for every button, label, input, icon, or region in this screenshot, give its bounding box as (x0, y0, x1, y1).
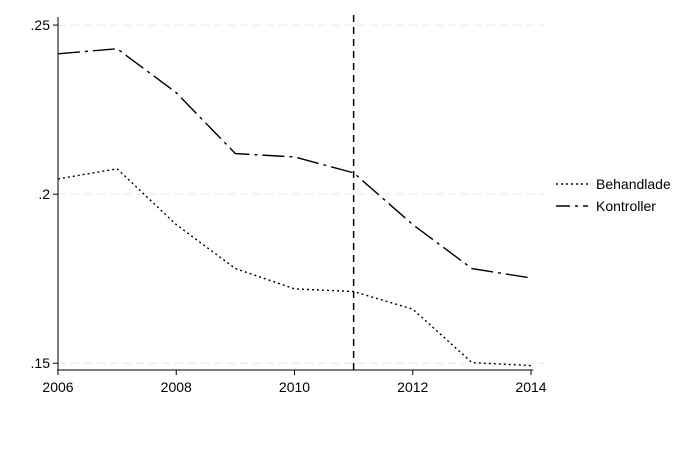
legend-label: Kontroller (596, 198, 656, 214)
legend-label: Behandlade (596, 176, 671, 192)
legend: Behandlade Kontroller (556, 176, 671, 214)
axes: .15 .2 .25 2006 2008 2010 2012 2014 (31, 17, 547, 395)
series-lines (57, 48, 532, 367)
grid-lines (58, 24, 545, 364)
legend-item-behandlade: Behandlade (556, 176, 671, 192)
x-tick-label: 2010 (279, 379, 310, 395)
legend-item-kontroller: Kontroller (556, 198, 656, 214)
y-tick-label: .15 (31, 355, 51, 371)
series-line-behandlade (57, 168, 532, 367)
x-tick-label: 2012 (397, 379, 428, 395)
y-tick-label: .25 (31, 17, 51, 33)
series-line-kontroller (57, 48, 532, 279)
x-tick-label: 2006 (42, 379, 73, 395)
x-tick-label: 2008 (161, 379, 192, 395)
y-tick-label: .2 (38, 186, 50, 202)
x-tick-label: 2014 (515, 379, 546, 395)
